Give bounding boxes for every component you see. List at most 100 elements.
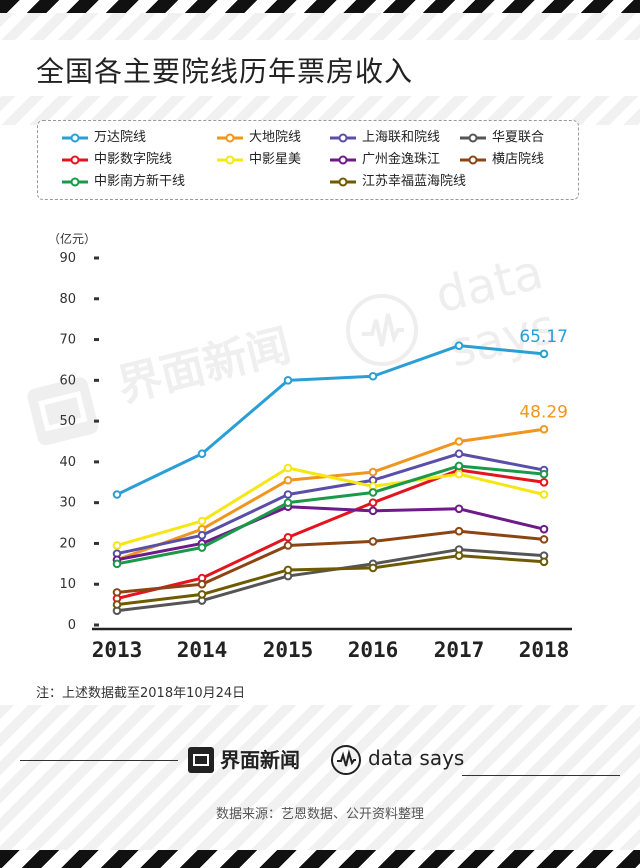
legend-swatch <box>60 129 90 147</box>
brand-divider-right <box>462 775 620 776</box>
y-tick-mark <box>94 542 99 545</box>
legend-swatch <box>215 151 245 169</box>
data-point <box>199 532 206 539</box>
bottom-hatch-stripe <box>0 850 640 868</box>
data-source: 数据来源：艺恩数据、公开资料整理 <box>0 803 640 822</box>
data-point <box>541 491 548 498</box>
top-hatch-stripe <box>0 0 640 13</box>
legend-label: 上海联和院线 <box>362 129 440 147</box>
x-tick-label: 2014 <box>177 638 228 662</box>
legend-swatch <box>458 151 488 169</box>
legend-swatch <box>458 129 488 147</box>
y-tick-mark <box>94 624 99 627</box>
x-tick-label: 2016 <box>348 638 399 662</box>
data-point <box>370 499 377 506</box>
data-point <box>114 542 121 549</box>
page-title: 全国各主要院线历年票房收入 <box>36 50 413 90</box>
legend-swatch <box>328 129 358 147</box>
footer-background <box>0 705 640 850</box>
x-tick-label: 2018 <box>519 638 570 662</box>
legend-label: 江苏幸福蓝海院线 <box>362 173 466 191</box>
legend-label: 广州金逸珠江 <box>362 151 440 169</box>
data-point <box>285 567 292 574</box>
legend-swatch <box>60 151 90 169</box>
data-point <box>541 526 548 533</box>
data-point <box>285 465 292 472</box>
y-tick-label: 20 <box>59 536 76 551</box>
data-point <box>114 491 121 498</box>
data-label: 48.29 <box>519 402 568 422</box>
series-line <box>117 550 544 611</box>
y-tick-label: 70 <box>59 333 76 348</box>
data-point <box>541 479 548 486</box>
y-tick-label: 40 <box>59 455 76 470</box>
y-tick-label: 30 <box>59 496 76 511</box>
data-point <box>370 489 377 496</box>
data-point <box>456 342 463 349</box>
data-point <box>370 538 377 545</box>
y-tick-mark <box>94 257 99 260</box>
legend-label: 中影南方新干线 <box>94 173 185 191</box>
y-tick-mark <box>94 460 99 463</box>
y-tick-mark <box>94 297 99 300</box>
data-says-label: data says <box>368 746 464 770</box>
data-point <box>285 499 292 506</box>
y-tick-label: 90 <box>59 251 76 266</box>
legend-swatch <box>60 173 90 191</box>
legend-label: 中影星美 <box>249 151 301 169</box>
legend-label: 横店院线 <box>492 151 544 169</box>
data-point <box>456 450 463 457</box>
legend-label: 中影数字院线 <box>94 151 172 169</box>
legend-label: 万达院线 <box>94 129 146 147</box>
line-chart: （亿元） 0 10 20 30 40 50 60 70 80 90 2013 2014 2015 2016 2… <box>0 200 640 670</box>
data-point <box>456 471 463 478</box>
legend-label: 大地院线 <box>249 129 301 147</box>
x-tick-label: 2015 <box>263 638 314 662</box>
data-says-icon <box>330 744 362 776</box>
data-point <box>285 477 292 484</box>
series-line <box>117 556 544 605</box>
x-tick-label: 2013 <box>92 638 143 662</box>
title-bar: 全国各主要院线历年票房收入 <box>0 40 640 96</box>
legend-label: 华夏联合 <box>492 129 544 147</box>
y-tick-label: 10 <box>59 577 76 592</box>
data-point <box>285 491 292 498</box>
legend-swatch <box>328 151 358 169</box>
data-point <box>199 518 206 525</box>
chart-legend: 万达院线 大地院线 上海联和院线 华夏联合中影数字院线 中影星美 广州金逸珠江 横店院线中影… <box>37 120 579 200</box>
data-point <box>199 591 206 598</box>
y-axis-label: （亿元） <box>48 231 96 246</box>
data-point <box>370 373 377 380</box>
data-point <box>285 542 292 549</box>
data-point <box>456 528 463 535</box>
data-point <box>456 505 463 512</box>
data-point <box>285 534 292 541</box>
x-tick-label: 2017 <box>434 638 485 662</box>
data-point <box>541 426 548 433</box>
data-point <box>199 544 206 551</box>
data-point <box>199 450 206 457</box>
data-note: 注：上述数据截至2018年10月24日 <box>36 682 245 701</box>
data-point <box>456 438 463 445</box>
brand-name: 界面新闻 <box>220 744 300 773</box>
data-point <box>114 589 121 596</box>
data-point <box>285 377 292 384</box>
data-point <box>541 471 548 478</box>
y-tick-mark <box>94 338 99 341</box>
series-group <box>114 552 548 608</box>
y-tick-label: 80 <box>59 292 76 307</box>
y-tick-label: 0 <box>68 618 76 633</box>
brand-divider-left <box>20 760 178 761</box>
data-point <box>114 601 121 608</box>
data-label: 65.17 <box>519 327 568 347</box>
data-point <box>541 351 548 358</box>
y-tick-label: 50 <box>59 414 76 429</box>
data-point <box>370 565 377 572</box>
legend-swatch <box>328 173 358 191</box>
data-point <box>456 552 463 559</box>
data-point <box>541 536 548 543</box>
y-tick-mark <box>94 379 99 382</box>
data-point <box>199 581 206 588</box>
y-tick-mark <box>94 583 99 586</box>
y-tick-label: 60 <box>59 373 76 388</box>
